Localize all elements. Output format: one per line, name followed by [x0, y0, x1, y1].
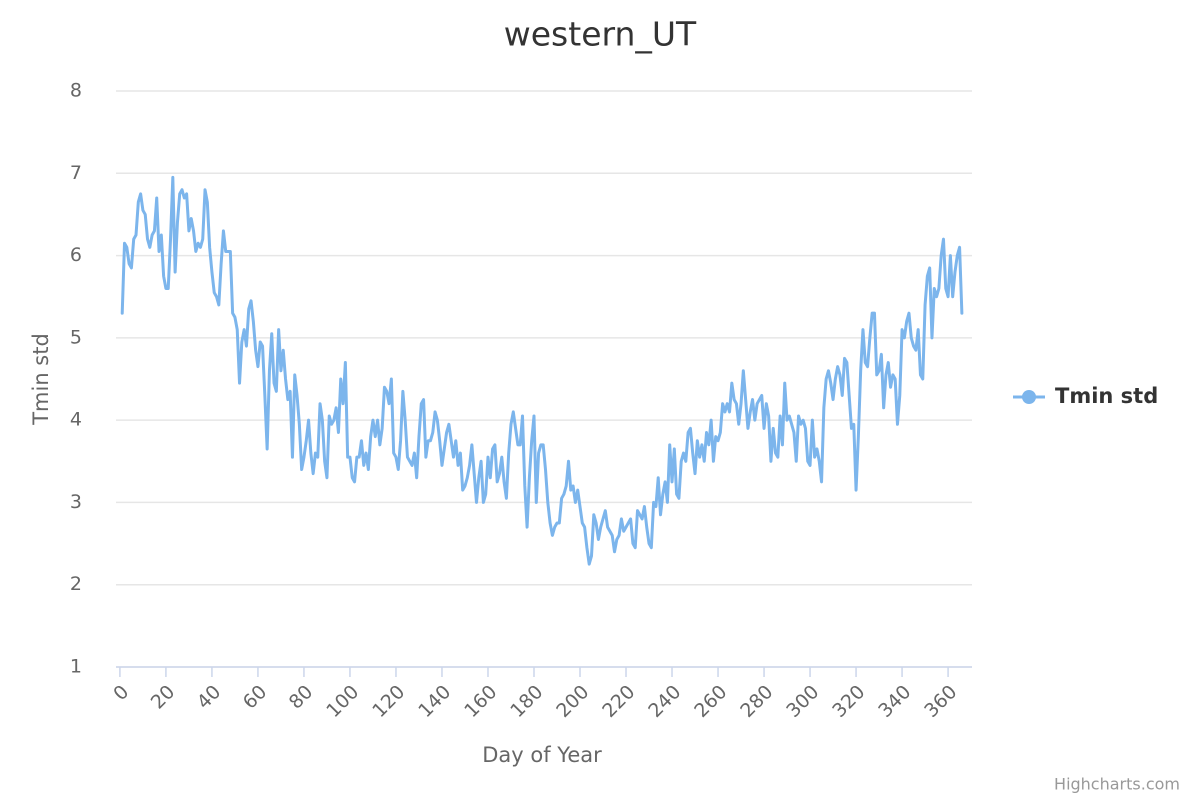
credits[interactable]: Highcharts.com	[1054, 775, 1180, 794]
legend-symbol-marker[interactable]	[1022, 390, 1036, 404]
y-tick-label: 5	[70, 326, 82, 348]
y-tick-label: 6	[70, 244, 82, 266]
legend-item[interactable]: Tmin std	[1055, 384, 1158, 408]
y-axis-title: Tmin std	[29, 333, 53, 426]
chart-title: western_UT	[504, 15, 697, 54]
x-axis-title: Day of Year	[482, 743, 602, 767]
data-line	[120, 175, 964, 566]
y-tick-label: 7	[70, 162, 82, 184]
y-tick-label: 8	[70, 80, 82, 102]
y-tick-label: 3	[70, 491, 82, 513]
y-tick-label: 1	[70, 656, 82, 678]
y-tick-label: 2	[70, 573, 82, 595]
y-tick-label: 4	[70, 409, 82, 431]
